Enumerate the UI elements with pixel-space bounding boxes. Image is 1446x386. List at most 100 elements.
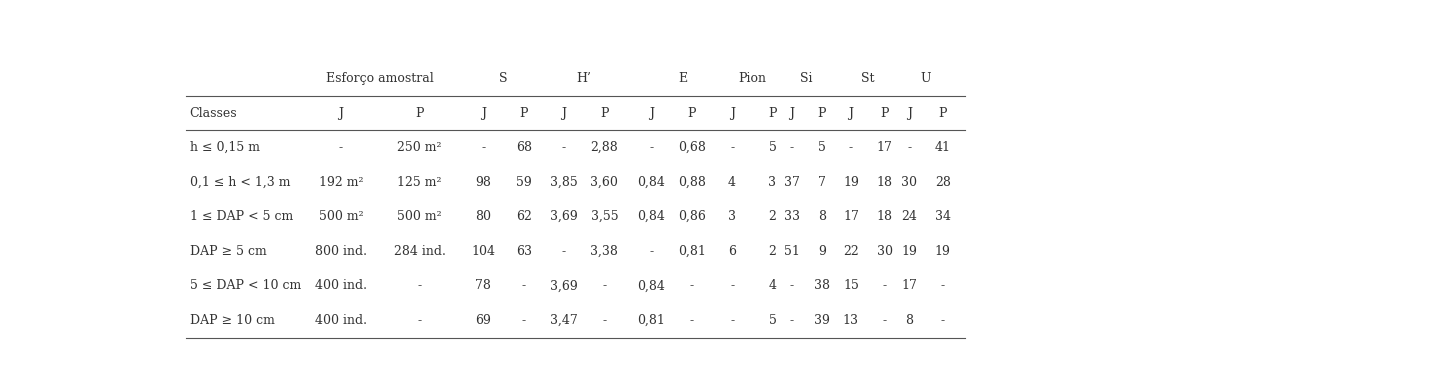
- Text: -: -: [730, 314, 735, 327]
- Text: -: -: [730, 279, 735, 292]
- Text: 0,84: 0,84: [638, 210, 665, 223]
- Text: -: -: [603, 279, 606, 292]
- Text: P: P: [519, 107, 528, 120]
- Text: P: P: [881, 107, 889, 120]
- Text: 15: 15: [843, 279, 859, 292]
- Text: h ≤ 0,15 m: h ≤ 0,15 m: [189, 141, 260, 154]
- Text: 3,60: 3,60: [590, 176, 619, 189]
- Text: 51: 51: [784, 245, 800, 258]
- Text: 400 ind.: 400 ind.: [315, 279, 367, 292]
- Text: 33: 33: [784, 210, 800, 223]
- Text: 41: 41: [934, 141, 951, 154]
- Text: 1 ≤ DAP < 5 cm: 1 ≤ DAP < 5 cm: [189, 210, 294, 223]
- Text: 59: 59: [516, 176, 532, 189]
- Text: P: P: [415, 107, 424, 120]
- Text: J: J: [907, 107, 911, 120]
- Text: 2: 2: [768, 210, 777, 223]
- Text: J: J: [338, 107, 344, 120]
- Text: -: -: [730, 141, 735, 154]
- Text: -: -: [690, 279, 694, 292]
- Text: 34: 34: [934, 210, 951, 223]
- Text: P: P: [600, 107, 609, 120]
- Text: 17: 17: [843, 210, 859, 223]
- Text: -: -: [482, 141, 486, 154]
- Text: Classes: Classes: [189, 107, 237, 120]
- Text: -: -: [907, 141, 911, 154]
- Text: 400 ind.: 400 ind.: [315, 314, 367, 327]
- Text: -: -: [522, 314, 526, 327]
- Text: 19: 19: [901, 245, 917, 258]
- Text: P: P: [687, 107, 696, 120]
- Text: J: J: [730, 107, 735, 120]
- Text: U: U: [921, 72, 931, 85]
- Text: 3: 3: [768, 176, 777, 189]
- Text: P: P: [768, 107, 777, 120]
- Text: -: -: [790, 279, 794, 292]
- Text: 19: 19: [936, 245, 950, 258]
- Text: 284 ind.: 284 ind.: [393, 245, 445, 258]
- Text: P: P: [938, 107, 947, 120]
- Text: -: -: [849, 141, 853, 154]
- Text: 39: 39: [814, 314, 830, 327]
- Text: 4: 4: [729, 176, 736, 189]
- Text: 2: 2: [768, 245, 777, 258]
- Text: -: -: [790, 141, 794, 154]
- Text: 5: 5: [768, 314, 777, 327]
- Text: 5: 5: [818, 141, 826, 154]
- Text: -: -: [649, 141, 654, 154]
- Text: 0,86: 0,86: [678, 210, 706, 223]
- Text: P: P: [817, 107, 826, 120]
- Text: 4: 4: [768, 279, 777, 292]
- Text: J: J: [561, 107, 567, 120]
- Text: 28: 28: [936, 176, 950, 189]
- Text: 250 m²: 250 m²: [398, 141, 441, 154]
- Text: -: -: [941, 279, 944, 292]
- Text: -: -: [882, 279, 886, 292]
- Text: -: -: [941, 314, 944, 327]
- Text: 62: 62: [516, 210, 532, 223]
- Text: 3,47: 3,47: [549, 314, 578, 327]
- Text: 24: 24: [901, 210, 917, 223]
- Text: 0,81: 0,81: [678, 245, 706, 258]
- Text: 104: 104: [471, 245, 496, 258]
- Text: Pion: Pion: [739, 72, 766, 85]
- Text: H’: H’: [577, 72, 591, 85]
- Text: 5 ≤ DAP < 10 cm: 5 ≤ DAP < 10 cm: [189, 279, 301, 292]
- Text: -: -: [338, 141, 343, 154]
- Text: 0,81: 0,81: [638, 314, 665, 327]
- Text: 63: 63: [516, 245, 532, 258]
- Text: 13: 13: [843, 314, 859, 327]
- Text: 800 ind.: 800 ind.: [315, 245, 367, 258]
- Text: Si: Si: [800, 72, 813, 85]
- Text: -: -: [882, 314, 886, 327]
- Text: 5: 5: [768, 141, 777, 154]
- Text: 37: 37: [784, 176, 800, 189]
- Text: S: S: [499, 72, 508, 85]
- Text: 7: 7: [818, 176, 826, 189]
- Text: -: -: [649, 245, 654, 258]
- Text: Esforço amostral: Esforço amostral: [327, 72, 434, 85]
- Text: 8: 8: [818, 210, 826, 223]
- Text: 0,1 ≤ h < 1,3 m: 0,1 ≤ h < 1,3 m: [189, 176, 291, 189]
- Text: 19: 19: [843, 176, 859, 189]
- Text: 18: 18: [876, 176, 892, 189]
- Text: DAP ≥ 5 cm: DAP ≥ 5 cm: [189, 245, 266, 258]
- Text: 125 m²: 125 m²: [398, 176, 441, 189]
- Text: -: -: [690, 314, 694, 327]
- Text: -: -: [790, 314, 794, 327]
- Text: DAP ≥ 10 cm: DAP ≥ 10 cm: [189, 314, 275, 327]
- Text: 8: 8: [905, 314, 914, 327]
- Text: 80: 80: [476, 210, 492, 223]
- Text: 9: 9: [818, 245, 826, 258]
- Text: St: St: [860, 72, 875, 85]
- Text: 68: 68: [516, 141, 532, 154]
- Text: 3,85: 3,85: [549, 176, 578, 189]
- Text: 18: 18: [876, 210, 892, 223]
- Text: E: E: [678, 72, 687, 85]
- Text: 500 m²: 500 m²: [398, 210, 442, 223]
- Text: 0,84: 0,84: [638, 279, 665, 292]
- Text: J: J: [649, 107, 654, 120]
- Text: 98: 98: [476, 176, 492, 189]
- Text: 500 m²: 500 m²: [318, 210, 363, 223]
- Text: 0,88: 0,88: [678, 176, 706, 189]
